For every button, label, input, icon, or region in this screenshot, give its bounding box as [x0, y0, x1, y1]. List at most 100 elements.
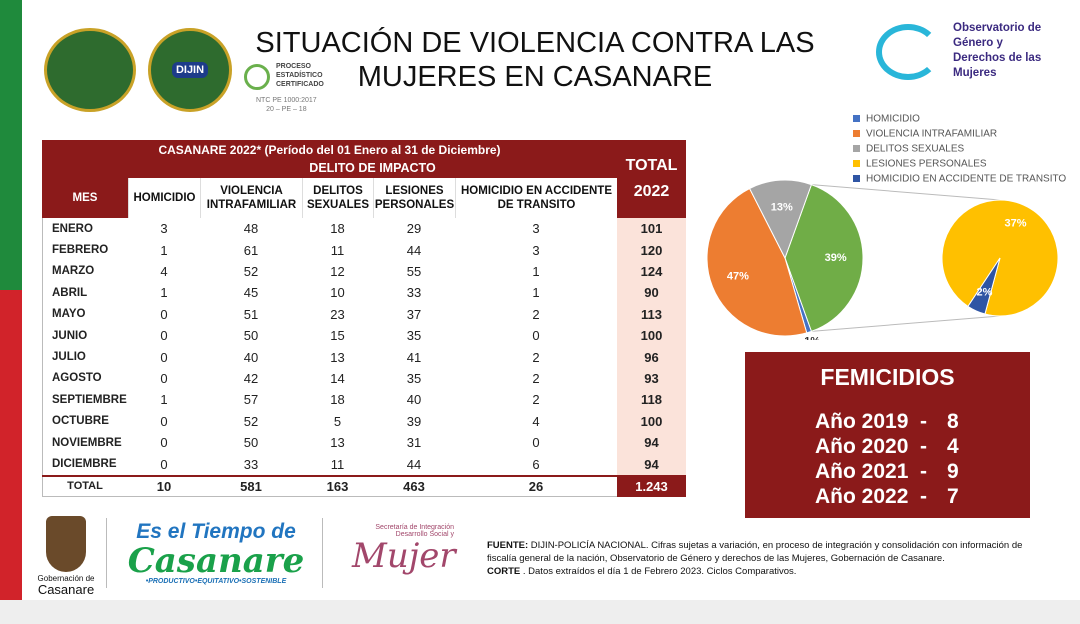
cell-value: 35	[406, 370, 422, 386]
secretary: Secretaría de Integración Desarrollo Soc…	[338, 524, 468, 574]
cell-value: 1	[160, 285, 168, 301]
cell-value: 1	[532, 285, 540, 301]
secretary-line: Secretaría de Integración	[375, 524, 454, 531]
cell-value: 3	[532, 221, 540, 237]
month: AGOSTO	[52, 372, 102, 385]
cell-value: 13	[330, 349, 345, 365]
pie-label: 1%	[804, 336, 820, 340]
legend-label: DELITOS SEXUALES	[866, 144, 965, 155]
slogan: Es el Tiempo de Casanare •PRODUCTIVO•EQU…	[116, 520, 316, 585]
left-strip-red	[0, 290, 22, 600]
cell-value: 0	[160, 413, 168, 429]
legend-label: HOMICIDIO	[866, 114, 920, 125]
legend-label: VIOLENCIA INTRAFAMILIAR	[866, 129, 997, 140]
source-text: DIJIN-POLICÍA NACIONAL. Cifras sujetas a…	[487, 540, 1023, 564]
cell-value: 31	[406, 435, 422, 451]
total-cell: 463	[403, 478, 425, 494]
cell-value: 40	[243, 349, 259, 365]
column-header: HOMICIDIO EN ACCIDENTE DE TRANSITO	[455, 178, 617, 218]
title: SITUACIÓN DE VIOLENCIA CONTRA LAS MUJERE…	[230, 26, 840, 94]
observatory-text: Observatorio de Género y Derechos de las…	[953, 21, 1041, 81]
cert-line: ESTADÍSTICO	[276, 72, 323, 79]
pie-label: 39%	[825, 252, 847, 264]
cell-value: 44	[406, 456, 422, 472]
pie-label: 37%	[1004, 218, 1026, 230]
cell-value: 33	[243, 456, 259, 472]
title-line: SITUACIÓN DE VIOLENCIA CONTRA LAS	[255, 27, 815, 59]
cut-label: CORTE	[487, 566, 521, 577]
cell-value: 2	[532, 306, 540, 322]
fem-label: Año 2020 -	[815, 435, 928, 458]
fem-label: Año 2022 -	[815, 485, 928, 508]
month: ABRIL	[52, 286, 88, 299]
total-cell: 163	[326, 478, 349, 494]
total-column-bg	[617, 218, 686, 497]
gov-line: Gobernación de	[37, 574, 95, 583]
cell-value: 15	[330, 328, 345, 344]
cell-value: 3	[532, 242, 540, 258]
cell-value: 100	[640, 413, 663, 429]
source: FUENTE: DIJIN-POLICÍA NACIONAL. Cifras s…	[487, 539, 1047, 565]
divider	[106, 518, 107, 588]
month: MARZO	[52, 265, 95, 278]
cell-value: 0	[160, 370, 168, 386]
cell-value: 1	[160, 392, 168, 408]
fem-value: 4	[947, 435, 959, 458]
fem-value: 8	[947, 410, 959, 433]
cell-value: 0	[160, 328, 168, 344]
cell-value: 118	[641, 392, 662, 408]
column-header: MES	[42, 178, 128, 218]
cell-value: 51	[243, 306, 259, 322]
obs-line: Género y	[953, 37, 1003, 49]
total-header-line: TOTAL	[625, 157, 678, 174]
cell-value: 18	[330, 221, 345, 237]
cell-value: 37	[406, 306, 422, 322]
cell-value: 45	[243, 285, 259, 301]
fem-label: Año 2021 -	[815, 460, 928, 483]
month: OCTUBRE	[52, 415, 109, 428]
connector	[811, 184, 1001, 201]
cell-value: 14	[330, 370, 345, 386]
cell-value: 2	[532, 392, 540, 408]
total-cell: 26	[528, 478, 544, 494]
cell-value: 11	[330, 456, 345, 472]
legend-swatch	[853, 130, 860, 137]
column-header: LESIONES PERSONALES	[373, 178, 455, 218]
police-logo	[44, 28, 136, 112]
cell-value: 10	[330, 285, 345, 301]
column-header: HOMICIDIO	[128, 178, 200, 218]
cert-code: NTC PE 1000:2017 20 – PE – 18	[256, 96, 317, 114]
cert-line: PROCESO	[276, 63, 312, 70]
source-label: FUENTE:	[487, 540, 529, 551]
fem-value: 9	[947, 460, 959, 483]
cut: CORTE . Datos extraídos el día 1 de Febr…	[487, 565, 1047, 578]
cert-line: CERTIFICADO	[276, 81, 324, 88]
cell-value: 29	[406, 221, 422, 237]
pie-slice	[967, 257, 1001, 315]
cell-value: 101	[640, 221, 663, 237]
cell-value: 3	[160, 221, 168, 237]
cell-value: 50	[243, 435, 259, 451]
total-cell: 581	[240, 478, 262, 494]
caption: CASANARE 2022* (Período del 01 Enero al …	[42, 140, 617, 160]
divider	[322, 518, 323, 588]
slogan-sub: •PRODUCTIVO•EQUITATIVO•SOSTENIBLE	[145, 578, 287, 585]
month: MAYO	[52, 308, 86, 321]
obs-line: Derechos de las	[953, 52, 1042, 64]
fem-value: 7	[947, 485, 959, 508]
pie-chart: HOMICIDIO VIOLENCIA INTRAFAMILIAR DELITOS …	[706, 114, 1066, 340]
femicidios-box: FEMICIDIOS Año 2019 - 8 Año 2020 - 4 Año 202…	[745, 352, 1030, 518]
title-line: MUJERES EN CASANARE	[357, 61, 713, 93]
cell-value: 18	[330, 392, 345, 408]
column-header: VIOLENCIA INTRAFAMILIAR	[200, 178, 302, 218]
month: DICIEMBRE	[52, 458, 117, 471]
pie-label: 13%	[771, 201, 793, 213]
cell-value: 23	[330, 306, 345, 322]
cell-value: 39	[406, 413, 422, 429]
total-rule	[42, 474, 686, 477]
legend-label: HOMICIDIO EN ACCIDENTE DE TRANSITO	[866, 174, 1066, 185]
total-header-line: 2022	[633, 183, 670, 200]
cell-value: 4	[160, 263, 168, 279]
group-header: DELITO DE IMPACTO	[128, 160, 617, 178]
